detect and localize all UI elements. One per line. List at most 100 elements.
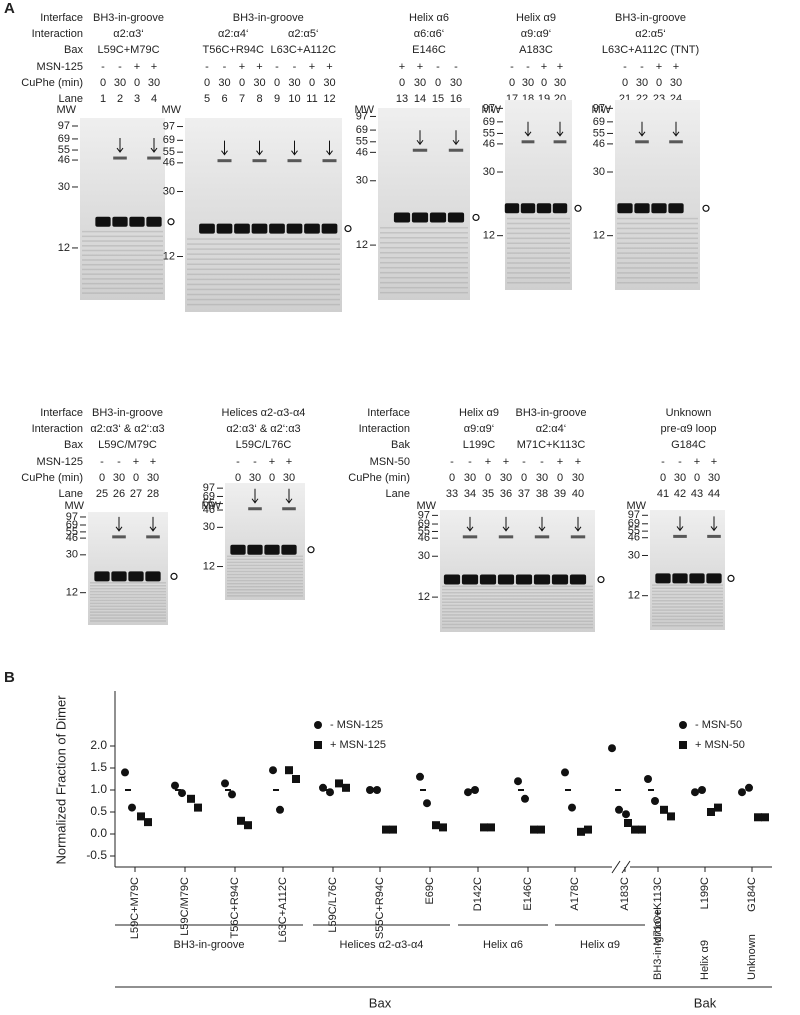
legend-label: - MSN-125 bbox=[330, 719, 383, 731]
gel-background-band bbox=[227, 595, 303, 597]
gel-background-band bbox=[617, 282, 698, 284]
gel-background-band bbox=[507, 247, 570, 249]
data-point bbox=[487, 823, 495, 832]
msn-label: + bbox=[694, 456, 700, 468]
gel-background-band bbox=[507, 262, 570, 264]
dimer-band bbox=[217, 159, 232, 163]
msn-label: + bbox=[256, 61, 262, 73]
gel-background-band bbox=[617, 247, 698, 249]
gel-background-band bbox=[187, 258, 340, 260]
interaction-label: α2:α4‘ bbox=[218, 28, 248, 40]
gel-background-band bbox=[82, 230, 163, 233]
lane-label: 41 bbox=[657, 488, 669, 500]
data-point bbox=[480, 823, 488, 832]
data-point bbox=[561, 768, 569, 777]
mw-title: MW bbox=[56, 104, 76, 116]
cuphe-label: 0 bbox=[204, 77, 210, 89]
gel-background-band bbox=[90, 593, 166, 596]
cuphe-label: 30 bbox=[670, 77, 682, 89]
msn-label: + bbox=[150, 456, 156, 468]
monomer-band bbox=[520, 203, 536, 214]
dimer-band bbox=[252, 159, 267, 163]
gel-background-band bbox=[652, 618, 723, 621]
interaction-label: α2:α3‘ & α2‘:α3 bbox=[226, 423, 300, 435]
arrow bbox=[638, 121, 646, 137]
gel-background-band bbox=[187, 263, 340, 265]
x-tick-label: D142C bbox=[472, 877, 484, 911]
gel-background-band bbox=[652, 606, 723, 608]
gel-background-band bbox=[227, 567, 303, 570]
msn-label: + bbox=[133, 456, 139, 468]
mw-title: MW bbox=[161, 104, 181, 116]
monomer-band bbox=[689, 573, 705, 584]
gel-background-band bbox=[617, 267, 698, 269]
dimer-band bbox=[112, 535, 126, 539]
mw-label: 97 bbox=[58, 120, 70, 132]
gel-background-band bbox=[507, 267, 570, 269]
dimer-band bbox=[412, 148, 428, 152]
dimer-band bbox=[570, 535, 586, 539]
monomer-marker bbox=[574, 204, 582, 212]
msn-label: + bbox=[309, 61, 315, 73]
gel-background-band bbox=[187, 248, 340, 250]
msn-label: - bbox=[522, 456, 526, 468]
lane-label: 8 bbox=[256, 93, 262, 105]
gel-background-band bbox=[90, 608, 166, 611]
mw-label: 30 bbox=[628, 549, 640, 561]
monomer-band bbox=[230, 544, 246, 555]
data-point bbox=[638, 825, 646, 834]
mw-label: 69 bbox=[418, 518, 430, 530]
gel-background-band bbox=[507, 227, 570, 230]
row-label: CuPhe (min) bbox=[21, 472, 83, 484]
row-label: CuPhe (min) bbox=[21, 77, 83, 89]
gel-background-band bbox=[507, 222, 570, 225]
cuphe-label: 30 bbox=[147, 472, 159, 484]
data-point bbox=[178, 789, 186, 798]
mw-label: 69 bbox=[483, 116, 495, 128]
dimer-band bbox=[287, 159, 302, 163]
mw-title: MW bbox=[354, 104, 374, 116]
monomer-band bbox=[411, 212, 429, 223]
msn-label: - bbox=[205, 61, 209, 73]
data-point bbox=[373, 786, 381, 794]
gel-image bbox=[505, 100, 572, 290]
msn-label: - bbox=[510, 61, 514, 73]
arrow bbox=[538, 516, 546, 532]
arrow bbox=[524, 121, 532, 137]
gel-background-band bbox=[82, 292, 163, 294]
cuphe-label: 0 bbox=[269, 472, 275, 484]
msn-label: - bbox=[661, 456, 665, 468]
msn-label: + bbox=[399, 61, 405, 73]
mw-label: 46 bbox=[58, 154, 70, 166]
arrow bbox=[672, 121, 680, 137]
monomer-band bbox=[145, 571, 161, 582]
mw-label: 12 bbox=[593, 230, 605, 242]
dimer-band bbox=[553, 140, 567, 144]
gel-image bbox=[650, 510, 725, 630]
dimer-band bbox=[146, 535, 160, 539]
x-tick-label: T56C+R94C bbox=[229, 877, 241, 939]
mw-title: MW bbox=[416, 500, 436, 512]
group-label: Helix α6 bbox=[483, 939, 523, 951]
data-point bbox=[423, 799, 431, 808]
data-point bbox=[745, 783, 753, 792]
mw-label: 12 bbox=[418, 591, 430, 603]
cuphe-label: 0 bbox=[521, 472, 527, 484]
mw-label: 30 bbox=[66, 549, 78, 561]
legend-marker bbox=[314, 741, 322, 749]
data-point bbox=[137, 812, 145, 821]
mw-label: 55 bbox=[593, 127, 605, 139]
mw-label: 97 bbox=[66, 511, 78, 523]
data-point bbox=[537, 825, 545, 834]
mutant-label: L59C/M79C bbox=[98, 439, 157, 451]
cuphe-label: 0 bbox=[656, 77, 662, 89]
msn-label: - bbox=[223, 61, 227, 73]
cuphe-label: 0 bbox=[134, 77, 140, 89]
legend-marker bbox=[314, 721, 322, 729]
gel-background-band bbox=[380, 232, 468, 234]
y-tick-label: 0.0 bbox=[90, 826, 107, 840]
monomer-band bbox=[479, 574, 497, 585]
row-label: MSN-50 bbox=[370, 456, 410, 468]
interface-label: Helix α9 bbox=[516, 12, 556, 24]
arrow bbox=[326, 140, 333, 156]
